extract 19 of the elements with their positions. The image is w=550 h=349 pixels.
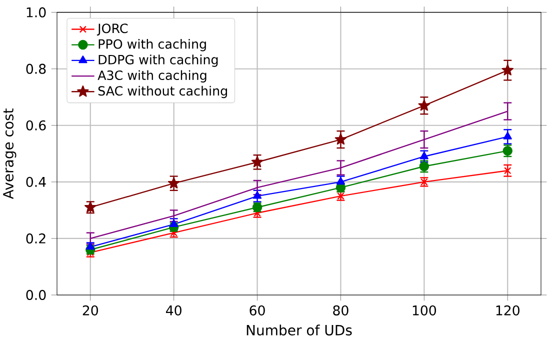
- legend-label: A3C with caching: [98, 70, 206, 82]
- legend-label: PPO with caching: [98, 38, 206, 52]
- x-tick-label: 20: [82, 305, 98, 316]
- x-tick-label: 100: [412, 305, 436, 316]
- legend-label: SAC without caching: [98, 86, 227, 98]
- x-tick-label: 120: [496, 305, 520, 316]
- y-tick-label: 0.0: [26, 290, 46, 300]
- y-tick-label: 0.2: [26, 233, 46, 244]
- y-tick-label: 0.6: [26, 120, 46, 130]
- y-axis-title: Average cost: [3, 108, 16, 200]
- x-tick-label: 40: [166, 305, 182, 316]
- legend-label: DDPG with caching: [98, 54, 218, 67]
- x-tick-label: 80: [333, 305, 348, 316]
- x-axis-title: Number of UDs: [246, 324, 352, 336]
- y-tick-label: 0.8: [26, 64, 46, 74]
- y-tick-label: 0.4: [26, 176, 46, 187]
- y-tick-label: 1.0: [26, 7, 46, 18]
- legend-label: JORC: [96, 24, 128, 36]
- x-tick-label: 60: [250, 305, 265, 316]
